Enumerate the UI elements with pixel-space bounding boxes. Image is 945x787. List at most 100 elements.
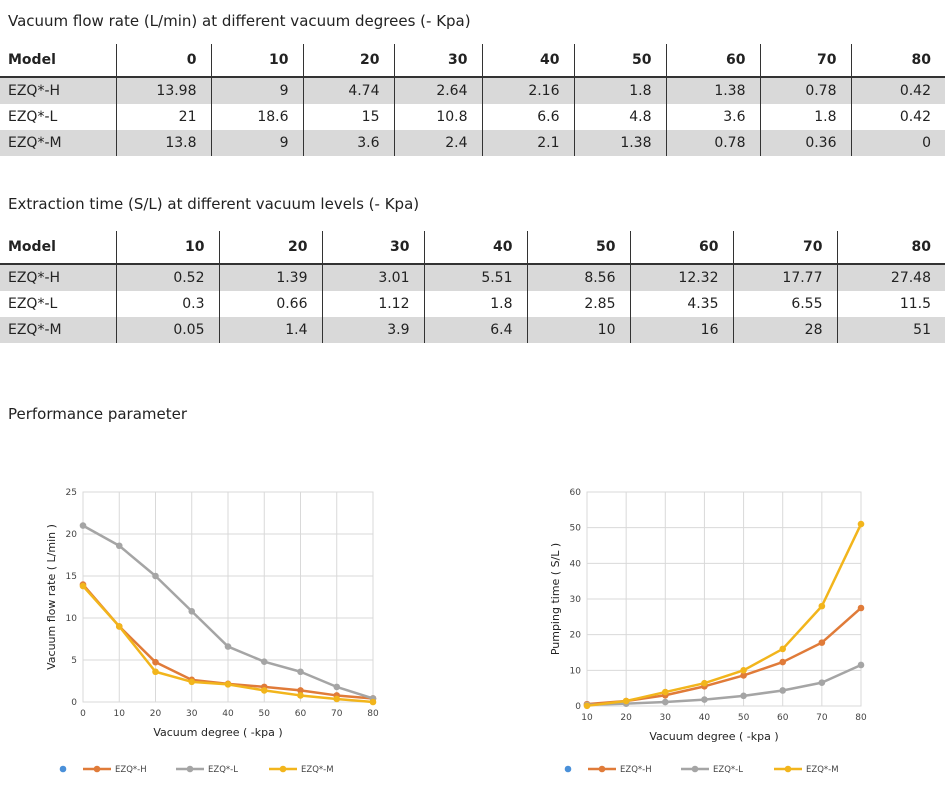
- table-cell: 3.6: [302, 130, 394, 156]
- performance-title: Performance parameter: [8, 405, 188, 423]
- row-model-cell: EZQ*-H: [0, 264, 116, 291]
- x-tick-label: 10: [114, 709, 126, 719]
- x-tick-label: 30: [186, 709, 198, 719]
- y-tick-label: 25: [66, 488, 77, 498]
- column-header: 60: [665, 44, 760, 78]
- data-point: [740, 667, 747, 674]
- table-header-row: Model 10 20 30 40 50 60 70 80: [0, 231, 945, 265]
- data-point: [818, 639, 826, 646]
- data-point: [857, 604, 865, 612]
- data-point: [152, 668, 159, 676]
- table-cell: 1.8: [423, 291, 527, 317]
- legend-marker: [598, 765, 606, 773]
- legend-label: EZQ*-L: [713, 765, 743, 775]
- data-point: [333, 695, 341, 703]
- row-model-cell: EZQ*-L: [8, 296, 58, 312]
- data-point: [333, 683, 341, 691]
- data-point: [857, 661, 865, 669]
- x-tick-label: 80: [855, 713, 867, 723]
- y-axis-title: Pumping time ( S/L ): [549, 543, 562, 655]
- table-cell: 6.4: [423, 317, 527, 343]
- table-cell: 8.56: [526, 264, 630, 291]
- table-cell: 51: [836, 317, 945, 343]
- table-cell: 3.6: [665, 104, 760, 130]
- column-header: 20: [218, 231, 322, 265]
- data-point: [818, 679, 826, 686]
- data-point: [79, 582, 87, 590]
- y-tick-label: 60: [570, 488, 582, 498]
- data-point: [297, 687, 304, 694]
- table-cell: 2.16: [481, 77, 574, 104]
- table-cell: 11.5: [836, 291, 945, 317]
- column-header: 50: [526, 231, 630, 265]
- data-point: [224, 681, 232, 688]
- x-tick-label: 10: [581, 713, 593, 723]
- legend-label: EZQ*-M: [806, 765, 839, 775]
- table-cell: 1.8: [573, 77, 666, 104]
- data-point: [297, 692, 304, 699]
- x-tick-label: 50: [259, 709, 271, 719]
- series-line-1: [586, 663, 862, 707]
- x-tick-label: 60: [777, 713, 789, 723]
- data-point: [115, 542, 123, 550]
- data-point: [661, 688, 669, 696]
- table-cell: 0.78: [759, 77, 851, 104]
- data-point: [583, 702, 591, 710]
- y-axis-title: Vacuum flow rate ( L/min ): [45, 524, 58, 670]
- column-header: 80: [850, 44, 945, 78]
- table-cell: 0: [850, 130, 945, 156]
- table-cell: 1.12: [321, 291, 424, 317]
- column-header: 70: [732, 231, 837, 265]
- table-cell: 0.78: [665, 130, 760, 156]
- x-tick-label: 40: [222, 709, 234, 719]
- legend-marker: [784, 765, 792, 773]
- table-cell: 6.6: [481, 104, 574, 130]
- data-point: [779, 687, 787, 694]
- legend-marker: [186, 765, 194, 773]
- table-cell: 2.4: [393, 130, 482, 156]
- x-tick-label: 70: [331, 709, 343, 719]
- table-cell: 15: [302, 104, 394, 130]
- table-cell: 9: [210, 130, 303, 156]
- x-tick-label: 30: [660, 713, 672, 723]
- series-line-0: [586, 607, 862, 706]
- column-header: 60: [629, 231, 733, 265]
- table-cell: 2.85: [526, 291, 630, 317]
- data-point: [701, 696, 708, 703]
- table-cell: 0.52: [115, 264, 219, 291]
- table-row: EZQ*-H 0.52 1.39 3.01 5.51 8.56 12.32 17.77 27.4…: [0, 264, 945, 291]
- table-row: EZQ*-L 21 18.6 15 10.8 6.6 4.8 3.6 1.8 0.42: [0, 104, 945, 130]
- y-tick-label: 5: [71, 656, 77, 666]
- x-tick-label: 60: [295, 709, 307, 719]
- table-cell: 12.32: [629, 264, 733, 291]
- y-tick-label: 0: [71, 698, 77, 708]
- x-tick-label: 70: [816, 713, 828, 723]
- flow-rate-table: Model 0 10 20 30 40 50 60 70 80 EZQ*-H 13.98 9 4.74 2…: [0, 44, 945, 156]
- table-cell: 1.39: [218, 264, 322, 291]
- table-cell: 3.01: [321, 264, 424, 291]
- flow-rate-chart: 0 5 10 15 20 25 0 10 20 30 40 50 60 70 80 Vacuum degree…: [45, 488, 379, 775]
- x-tick-label: 20: [620, 713, 632, 723]
- row-model-cell: EZQ*-M: [0, 317, 116, 343]
- table-cell: 2.1: [481, 130, 574, 156]
- column-header: 30: [393, 44, 482, 78]
- table-cell: 0.05: [115, 317, 219, 343]
- table-cell: 1.38: [665, 77, 760, 104]
- data-point: [857, 520, 865, 528]
- data-point: [224, 643, 232, 650]
- y-tick-label: 0: [575, 702, 581, 712]
- column-header: 10: [115, 231, 219, 265]
- table-cell: 10: [526, 317, 630, 343]
- legend-label: EZQ*-L: [208, 765, 238, 775]
- table-row: EZQ*-H 13.98 9 4.74 2.64 2.16 1.8 1.38 0.78 0.42: [0, 77, 945, 104]
- table-cell: 17.77: [732, 264, 837, 291]
- table-cell: 18.6: [210, 104, 303, 130]
- column-header-model: Model: [0, 231, 116, 265]
- table-cell: 0.42: [850, 77, 945, 104]
- extraction-time-table: Model 10 20 30 40 50 60 70 80 EZQ*-H 0.52 1.39 3.01…: [0, 231, 945, 343]
- data-point: [622, 697, 630, 705]
- data-point: [779, 658, 787, 666]
- data-point: [369, 698, 377, 706]
- column-header: 0: [115, 44, 211, 78]
- series-line-2: [586, 523, 863, 708]
